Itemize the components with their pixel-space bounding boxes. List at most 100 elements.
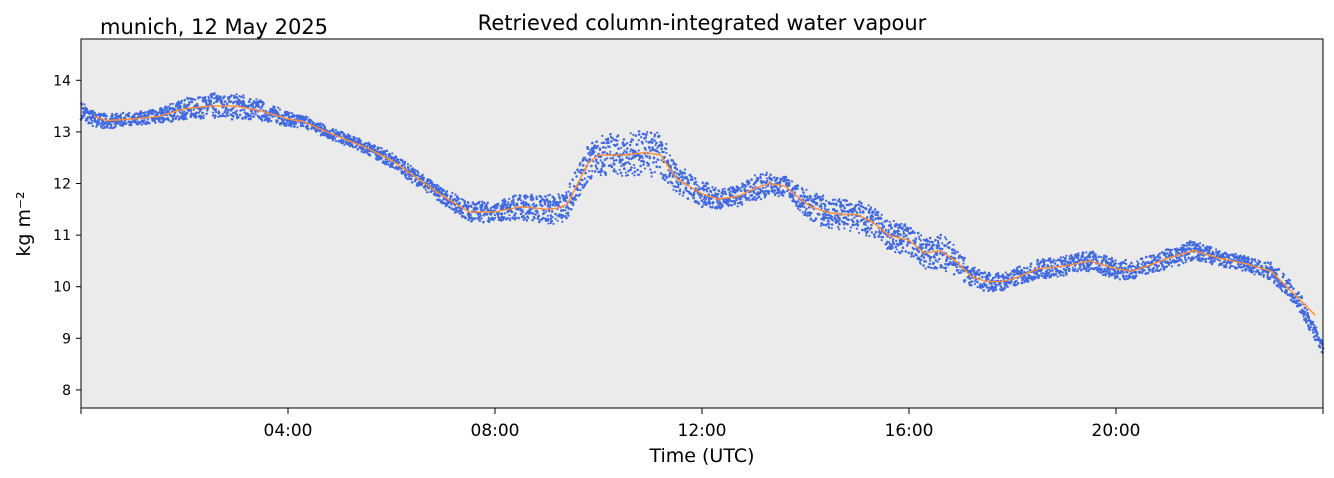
retrieval-point — [920, 255, 923, 258]
retrieval-point — [919, 239, 923, 242]
retrieval-point — [1208, 245, 1212, 248]
retrieval-point — [690, 175, 693, 179]
retrieval-point — [1029, 274, 1032, 277]
retrieval-point — [906, 229, 909, 232]
retrieval-point — [1291, 300, 1294, 303]
retrieval-point — [765, 171, 768, 174]
retrieval-point — [150, 117, 153, 120]
retrieval-point — [953, 249, 956, 252]
retrieval-point — [753, 196, 756, 199]
retrieval-point — [225, 102, 229, 106]
retrieval-point — [1037, 265, 1040, 268]
retrieval-point — [628, 162, 632, 166]
retrieval-points — [79, 92, 1325, 354]
retrieval-point — [180, 100, 183, 103]
retrieval-point — [637, 149, 640, 152]
retrieval-point — [1223, 264, 1226, 267]
retrieval-point — [591, 151, 594, 154]
retrieval-point — [275, 120, 278, 123]
retrieval-point — [333, 137, 337, 140]
retrieval-point — [1181, 260, 1184, 263]
retrieval-point — [748, 199, 751, 202]
retrieval-point — [905, 234, 908, 237]
retrieval-point — [919, 262, 922, 265]
retrieval-point — [1041, 272, 1044, 275]
retrieval-point — [228, 100, 231, 103]
retrieval-point — [242, 94, 245, 97]
retrieval-point — [1049, 275, 1053, 278]
retrieval-point — [185, 111, 189, 115]
retrieval-point — [480, 209, 483, 212]
retrieval-point — [790, 180, 794, 183]
retrieval-point — [624, 171, 628, 174]
retrieval-point — [536, 211, 539, 214]
retrieval-point — [339, 140, 342, 143]
retrieval-point — [552, 201, 555, 205]
retrieval-point — [467, 206, 470, 209]
retrieval-point — [887, 229, 890, 232]
retrieval-point — [1132, 274, 1135, 277]
retrieval-point — [83, 103, 86, 106]
retrieval-point — [591, 147, 594, 150]
retrieval-point — [490, 209, 493, 212]
retrieval-point — [767, 192, 770, 195]
retrieval-point — [591, 141, 594, 145]
retrieval-point — [927, 254, 931, 258]
retrieval-point — [1029, 265, 1032, 268]
retrieval-point — [859, 210, 862, 214]
x-axis-label: Time (UTC) — [648, 445, 754, 467]
retrieval-point — [265, 114, 269, 118]
retrieval-point — [988, 282, 991, 285]
retrieval-point — [1231, 265, 1234, 268]
retrieval-point — [853, 216, 856, 219]
retrieval-point — [1071, 266, 1074, 269]
retrieval-point — [841, 220, 844, 223]
retrieval-point — [842, 199, 845, 202]
x-tick-label: 04:00 — [264, 421, 313, 441]
retrieval-point — [1125, 262, 1128, 266]
retrieval-point — [1051, 269, 1054, 272]
retrieval-point — [590, 174, 593, 178]
retrieval-point — [454, 193, 457, 196]
retrieval-point — [596, 144, 599, 148]
retrieval-point — [81, 116, 84, 120]
retrieval-point — [162, 120, 165, 124]
retrieval-point — [992, 287, 995, 290]
retrieval-point — [345, 136, 348, 139]
retrieval-point — [888, 220, 891, 223]
retrieval-point — [865, 216, 869, 219]
retrieval-point — [1210, 260, 1213, 263]
retrieval-point — [1065, 268, 1068, 271]
retrieval-point — [692, 191, 696, 195]
retrieval-point — [626, 174, 630, 177]
retrieval-point — [198, 109, 202, 113]
retrieval-point — [588, 169, 591, 173]
retrieval-point — [730, 200, 734, 203]
retrieval-point — [1059, 256, 1062, 259]
retrieval-point — [877, 218, 880, 221]
retrieval-point — [713, 189, 716, 192]
retrieval-point — [522, 200, 525, 203]
retrieval-point — [1079, 258, 1082, 261]
retrieval-point — [616, 139, 619, 142]
retrieval-point — [146, 122, 149, 125]
retrieval-point — [224, 100, 227, 103]
retrieval-point — [249, 104, 252, 107]
retrieval-point — [835, 202, 838, 205]
retrieval-point — [524, 197, 527, 200]
retrieval-point — [477, 202, 481, 205]
retrieval-point — [476, 217, 479, 220]
retrieval-point — [1287, 282, 1290, 285]
retrieval-point — [970, 280, 974, 283]
retrieval-point — [888, 242, 892, 245]
retrieval-point — [426, 191, 429, 194]
retrieval-point — [521, 209, 524, 212]
retrieval-point — [175, 116, 178, 119]
retrieval-point — [662, 173, 665, 177]
retrieval-point — [1287, 278, 1290, 281]
retrieval-point — [917, 250, 920, 254]
retrieval-point — [546, 219, 550, 222]
retrieval-point — [230, 118, 234, 121]
retrieval-point — [121, 123, 124, 126]
retrieval-point — [585, 159, 589, 162]
